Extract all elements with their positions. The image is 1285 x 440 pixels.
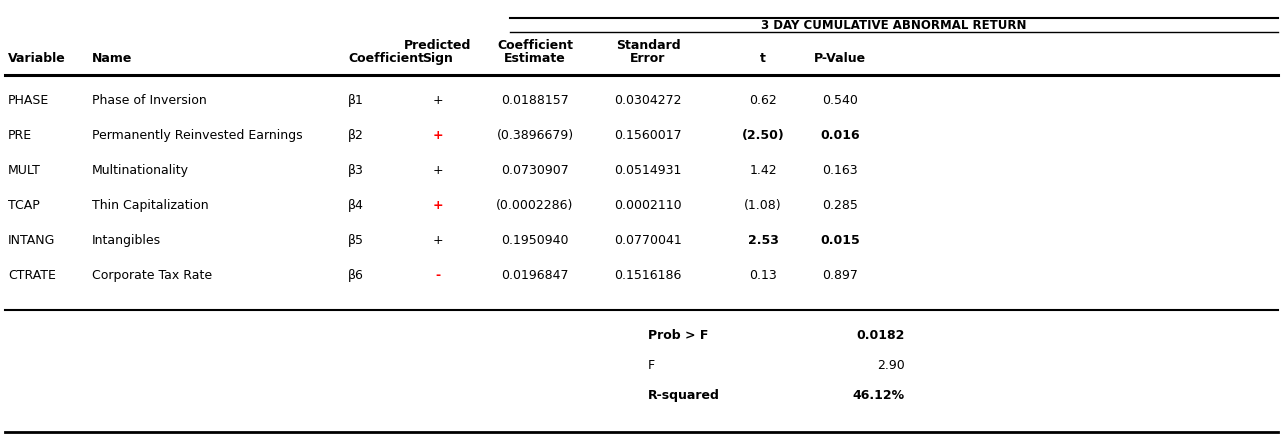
Text: Thin Capitalization: Thin Capitalization — [93, 198, 208, 212]
Text: Sign: Sign — [423, 51, 454, 65]
Text: β1: β1 — [348, 94, 364, 106]
Text: +: + — [433, 94, 443, 106]
Text: Predicted: Predicted — [405, 39, 472, 51]
Text: t: t — [759, 51, 766, 65]
Text: +: + — [433, 234, 443, 246]
Text: Prob > F: Prob > F — [648, 329, 708, 341]
Text: 0.0196847: 0.0196847 — [501, 268, 569, 282]
Text: 1.42: 1.42 — [749, 164, 777, 176]
Text: 2.90: 2.90 — [878, 359, 905, 371]
Text: 0.0304272: 0.0304272 — [614, 94, 682, 106]
Text: 0.0188157: 0.0188157 — [501, 94, 569, 106]
Text: Intangibles: Intangibles — [93, 234, 161, 246]
Text: Name: Name — [93, 51, 132, 65]
Text: Multinationality: Multinationality — [93, 164, 189, 176]
Text: β6: β6 — [348, 268, 364, 282]
Text: +: + — [433, 198, 443, 212]
Text: Coefficient: Coefficient — [497, 39, 573, 51]
Text: Error: Error — [631, 51, 666, 65]
Text: TCAP: TCAP — [8, 198, 40, 212]
Text: +: + — [433, 164, 443, 176]
Text: 0.0002110: 0.0002110 — [614, 198, 682, 212]
Text: PHASE: PHASE — [8, 94, 49, 106]
Text: (0.3896679): (0.3896679) — [496, 128, 573, 142]
Text: β5: β5 — [348, 234, 364, 246]
Text: 3 DAY CUMULATIVE ABNORMAL RETURN: 3 DAY CUMULATIVE ABNORMAL RETURN — [761, 19, 1027, 32]
Text: 0.1516186: 0.1516186 — [614, 268, 681, 282]
Text: R-squared: R-squared — [648, 389, 720, 401]
Text: 2.53: 2.53 — [748, 234, 779, 246]
Text: Estimate: Estimate — [504, 51, 565, 65]
Text: 0.0182: 0.0182 — [857, 329, 905, 341]
Text: (2.50): (2.50) — [741, 128, 784, 142]
Text: 0.13: 0.13 — [749, 268, 777, 282]
Text: 0.1560017: 0.1560017 — [614, 128, 682, 142]
Text: β3: β3 — [348, 164, 364, 176]
Text: 0.1950940: 0.1950940 — [501, 234, 569, 246]
Text: INTANG: INTANG — [8, 234, 55, 246]
Text: F: F — [648, 359, 655, 371]
Text: -: - — [436, 268, 441, 282]
Text: 0.897: 0.897 — [822, 268, 858, 282]
Text: 0.015: 0.015 — [820, 234, 860, 246]
Text: 0.016: 0.016 — [820, 128, 860, 142]
Text: MULT: MULT — [8, 164, 41, 176]
Text: +: + — [433, 128, 443, 142]
Text: Standard: Standard — [616, 39, 680, 51]
Text: 0.540: 0.540 — [822, 94, 858, 106]
Text: Variable: Variable — [8, 51, 66, 65]
Text: (0.0002286): (0.0002286) — [496, 198, 573, 212]
Text: 0.0770041: 0.0770041 — [614, 234, 682, 246]
Text: P-Value: P-Value — [813, 51, 866, 65]
Text: 0.163: 0.163 — [822, 164, 858, 176]
Text: (1.08): (1.08) — [744, 198, 781, 212]
Text: CTRATE: CTRATE — [8, 268, 55, 282]
Text: Permanently Reinvested Earnings: Permanently Reinvested Earnings — [93, 128, 303, 142]
Text: 0.62: 0.62 — [749, 94, 777, 106]
Text: Coefficient: Coefficient — [348, 51, 424, 65]
Text: β2: β2 — [348, 128, 364, 142]
Text: 0.0514931: 0.0514931 — [614, 164, 681, 176]
Text: Phase of Inversion: Phase of Inversion — [93, 94, 207, 106]
Text: 46.12%: 46.12% — [853, 389, 905, 401]
Text: PRE: PRE — [8, 128, 32, 142]
Text: 0.0730907: 0.0730907 — [501, 164, 569, 176]
Text: 0.285: 0.285 — [822, 198, 858, 212]
Text: Corporate Tax Rate: Corporate Tax Rate — [93, 268, 212, 282]
Text: β4: β4 — [348, 198, 364, 212]
